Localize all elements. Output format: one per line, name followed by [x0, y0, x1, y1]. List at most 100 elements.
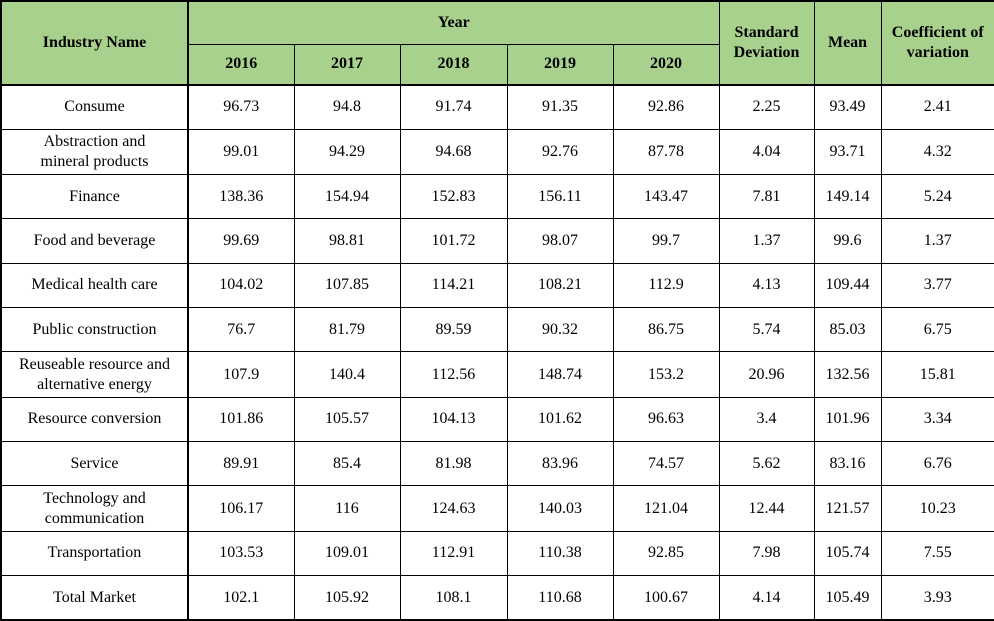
value-cell: 105.92 — [293, 575, 401, 621]
value-cell: 74.57 — [612, 441, 720, 487]
value-cell: 108.21 — [506, 262, 614, 309]
value-cell: 149.14 — [813, 174, 882, 220]
value-cell: 108.1 — [399, 575, 508, 621]
table-row: Technology and communication 106.17 116 124… — [0, 485, 994, 532]
value-cell: 107.85 — [293, 262, 401, 309]
value-cell: 2.41 — [880, 84, 994, 130]
value-cell: 98.81 — [293, 218, 401, 264]
value-cell: 140.4 — [293, 351, 401, 398]
value-cell: 92.86 — [612, 84, 720, 130]
value-cell: 12.44 — [718, 485, 815, 532]
header-row-top: Industry Name Year Standard Deviation Me… — [0, 0, 994, 86]
industry-name-cell: Service — [0, 441, 189, 487]
value-cell: 105.49 — [813, 575, 882, 621]
value-cell: 5.74 — [718, 307, 815, 353]
value-cell: 94.68 — [399, 128, 508, 176]
value-cell: 94.8 — [293, 84, 401, 130]
value-cell: 124.63 — [399, 485, 508, 532]
value-cell: 103.53 — [187, 530, 295, 577]
table-row: Abstraction and mineral products 99.01 94.… — [0, 128, 994, 176]
table-row: Service 89.91 85.4 81.98 83.96 74.57 5.62 83.16… — [0, 441, 994, 487]
value-cell: 106.17 — [187, 485, 295, 532]
value-cell: 101.86 — [187, 396, 295, 443]
value-cell: 1.37 — [880, 218, 994, 264]
value-cell: 5.24 — [880, 174, 994, 220]
value-cell: 121.04 — [612, 485, 720, 532]
header-industry-name: Industry Name — [0, 0, 189, 86]
industry-name-cell: Transportation — [0, 530, 189, 577]
value-cell: 86.75 — [612, 307, 720, 353]
table-row: Reuseable resource and alternative energ… — [0, 351, 994, 398]
table-row: Consume 96.73 94.8 91.74 91.35 92.86 2.25 93.49… — [0, 84, 994, 130]
value-cell: 153.2 — [612, 351, 720, 398]
value-cell: 99.6 — [813, 218, 882, 264]
value-cell: 105.74 — [813, 530, 882, 577]
industry-name-cell: Technology and communication — [0, 485, 189, 532]
table-body: Consume 96.73 94.8 91.74 91.35 92.86 2.25 93.49… — [0, 84, 994, 621]
table-header: Industry Name Year Standard Deviation Me… — [0, 0, 994, 86]
value-cell: 85.03 — [813, 307, 882, 353]
industry-name-cell: Abstraction and mineral products — [0, 128, 189, 176]
value-cell: 148.74 — [506, 351, 614, 398]
value-cell: 89.59 — [399, 307, 508, 353]
value-cell: 114.21 — [399, 262, 508, 309]
value-cell: 5.62 — [718, 441, 815, 487]
header-mean: Mean — [813, 0, 882, 86]
value-cell: 3.77 — [880, 262, 994, 309]
value-cell: 121.57 — [813, 485, 882, 532]
value-cell: 91.35 — [506, 84, 614, 130]
value-cell: 107.9 — [187, 351, 295, 398]
value-cell: 101.96 — [813, 396, 882, 443]
header-year-2016: 2016 — [187, 43, 295, 86]
value-cell: 101.62 — [506, 396, 614, 443]
header-year-2017: 2017 — [293, 43, 401, 86]
table-row: Total Market 102.1 105.92 108.1 110.68 100.67… — [0, 575, 994, 621]
value-cell: 87.78 — [612, 128, 720, 176]
value-cell: 110.68 — [506, 575, 614, 621]
value-cell: 100.67 — [612, 575, 720, 621]
value-cell: 140.03 — [506, 485, 614, 532]
value-cell: 94.29 — [293, 128, 401, 176]
header-year-2019: 2019 — [506, 43, 614, 86]
header-row-years: 2016 2017 2018 2019 2020 — [1, 43, 994, 86]
value-cell: 104.02 — [187, 262, 295, 309]
value-cell: 101.72 — [399, 218, 508, 264]
value-cell: 112.9 — [612, 262, 720, 309]
value-cell: 104.13 — [399, 396, 508, 443]
value-cell: 4.32 — [880, 128, 994, 176]
industry-name-cell: Total Market — [0, 575, 189, 621]
value-cell: 6.76 — [880, 441, 994, 487]
value-cell: 81.98 — [399, 441, 508, 487]
value-cell: 4.14 — [718, 575, 815, 621]
value-cell: 154.94 — [293, 174, 401, 220]
header-year-2020: 2020 — [612, 43, 720, 86]
value-cell: 91.74 — [399, 84, 508, 130]
value-cell: 83.96 — [506, 441, 614, 487]
value-cell: 7.98 — [718, 530, 815, 577]
value-cell: 112.56 — [399, 351, 508, 398]
value-cell: 81.79 — [293, 307, 401, 353]
value-cell: 112.91 — [399, 530, 508, 577]
header-year-2018: 2018 — [399, 43, 508, 86]
value-cell: 105.57 — [293, 396, 401, 443]
header-coefficient-of-variation: Coefficient of variation — [880, 0, 994, 86]
table-row: Food and beverage 99.69 98.81 101.72 98.07 99… — [0, 218, 994, 264]
value-cell: 15.81 — [880, 351, 994, 398]
industry-name-cell: Food and beverage — [0, 218, 189, 264]
header-standard-deviation: Standard Deviation — [718, 0, 815, 86]
value-cell: 20.96 — [718, 351, 815, 398]
industry-name-cell: Reuseable resource and alternative energ… — [0, 351, 189, 398]
value-cell: 7.81 — [718, 174, 815, 220]
value-cell: 6.75 — [880, 307, 994, 353]
value-cell: 93.49 — [813, 84, 882, 130]
industry-name-cell: Public construction — [0, 307, 189, 353]
value-cell: 99.7 — [612, 218, 720, 264]
value-cell: 85.4 — [293, 441, 401, 487]
value-cell: 138.36 — [187, 174, 295, 220]
value-cell: 3.4 — [718, 396, 815, 443]
value-cell: 143.47 — [612, 174, 720, 220]
value-cell: 152.83 — [399, 174, 508, 220]
value-cell: 92.76 — [506, 128, 614, 176]
industry-name-cell: Consume — [0, 84, 189, 130]
table-row: Resource conversion 101.86 105.57 104.13 101… — [0, 396, 994, 443]
